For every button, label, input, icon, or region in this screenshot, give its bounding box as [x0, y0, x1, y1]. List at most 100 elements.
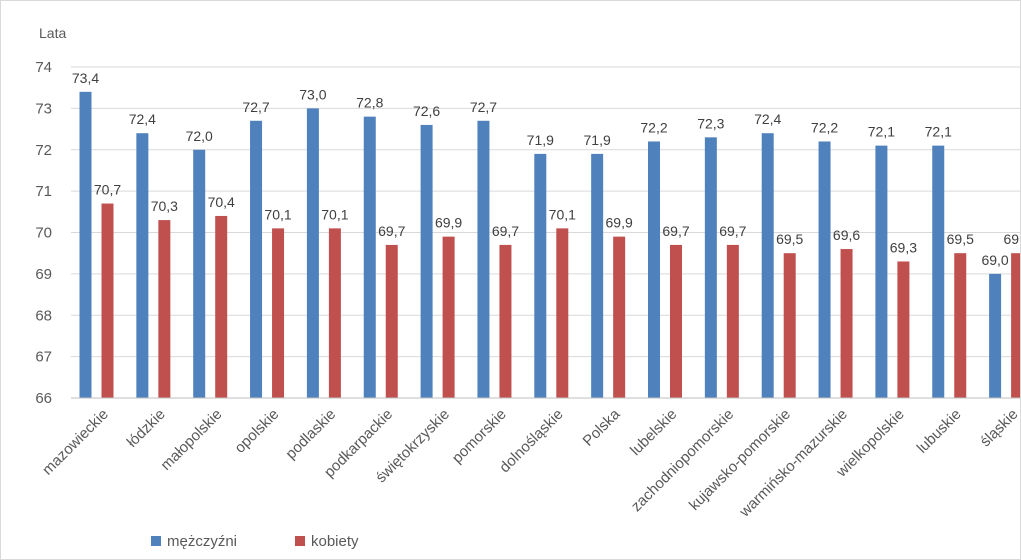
data-label: 72,0: [186, 128, 213, 144]
data-label: 69,5: [947, 231, 974, 247]
data-label: 69,7: [378, 223, 405, 239]
bar-women: [954, 253, 967, 398]
category-label: podlaskie: [282, 406, 339, 463]
data-label: 69,7: [719, 223, 746, 239]
bar-women: [897, 261, 910, 398]
bar-men: [932, 145, 945, 398]
bar-women: [442, 236, 455, 398]
data-label: 69,5: [776, 231, 803, 247]
legend: mężczyźni kobiety: [151, 533, 359, 550]
category-label: Polska: [580, 405, 624, 449]
bar-women: [613, 236, 626, 398]
bar-men: [420, 124, 433, 399]
category-label: kujawsko-pomorskie: [686, 406, 794, 514]
category-label: śląskie: [977, 406, 1021, 450]
bar-men: [875, 145, 888, 398]
y-tick-label: 66: [35, 390, 52, 407]
data-label: 70,7: [94, 182, 121, 198]
data-label: 69,7: [492, 223, 519, 239]
bar-men: [136, 133, 149, 398]
data-label: 72,1: [868, 124, 895, 140]
bar-men: [534, 153, 547, 398]
bar-men: [761, 133, 774, 398]
category-label: lubuskie: [914, 406, 965, 457]
data-label: 70,1: [321, 206, 348, 222]
data-labels: 73,4 70,7 72,4 70,3 72,0 70,4 72,7 70,1 73,0 70,1…: [72, 70, 1021, 268]
bar-women: [328, 228, 341, 398]
data-label: 72,4: [754, 111, 781, 127]
y-axis-unit-label: Lata: [39, 25, 66, 41]
bar-men: [306, 108, 319, 398]
data-label: 73,4: [72, 70, 99, 86]
y-tick-label: 74: [35, 59, 52, 76]
bar-women: [215, 215, 228, 398]
bars: [79, 91, 1020, 399]
category-label: warmińsko-mazurskie: [736, 406, 851, 521]
bar-men: [193, 149, 206, 398]
category-label: lubelskie: [627, 406, 680, 459]
bar-men: [250, 120, 263, 398]
legend-label: kobiety: [311, 533, 359, 550]
gridlines: [71, 66, 1020, 358]
data-label: 72,6: [413, 103, 440, 119]
category-label: opolskie: [231, 406, 282, 457]
data-label: 69,9: [435, 215, 462, 231]
bar-women: [101, 203, 114, 398]
bar-women: [726, 244, 739, 398]
data-label: 69,9: [606, 215, 633, 231]
bar-women: [840, 249, 853, 398]
data-label: 70,4: [208, 194, 235, 210]
category-label: małopolskie: [157, 406, 225, 474]
legend-swatch: [295, 536, 305, 546]
data-label: 72,1: [925, 124, 952, 140]
data-label: 69,0: [981, 252, 1008, 268]
data-label: 71,9: [527, 132, 554, 148]
bar-men: [989, 273, 1002, 398]
axes: Lata 66 67 68 69 70 71 72 73 74 mazowieckie łódzki…: [35, 25, 1021, 521]
bar-women: [385, 244, 398, 398]
y-tick-label: 68: [35, 307, 52, 324]
bar-men: [704, 137, 717, 398]
data-label: 69,7: [662, 223, 689, 239]
data-label: 69,6: [833, 227, 860, 243]
data-label: 72,2: [811, 119, 838, 135]
y-tick-label: 71: [35, 183, 52, 200]
data-label: 72,7: [242, 99, 269, 115]
bar-women: [158, 220, 171, 398]
data-label: 70,1: [549, 206, 576, 222]
y-tick-label: 73: [35, 100, 52, 117]
legend-item-women: kobiety: [295, 533, 359, 550]
bar-men: [648, 141, 660, 398]
category-label: pomorskie: [449, 406, 510, 467]
data-label: 70,3: [151, 198, 178, 214]
y-tick-label: 69: [35, 266, 52, 283]
data-label: 72,2: [640, 119, 667, 135]
bar-women: [556, 228, 569, 398]
data-label: 72,3: [697, 115, 724, 131]
data-label: 71,9: [584, 132, 611, 148]
category-label: mazowieckie: [39, 406, 112, 479]
legend-swatch: [151, 536, 161, 546]
data-label: 69,5: [1003, 231, 1021, 247]
y-tick-label: 67: [35, 349, 52, 366]
bar-men: [818, 141, 831, 398]
legend-item-men: mężczyźni: [151, 533, 237, 550]
bar-men: [363, 116, 376, 399]
data-label: 72,7: [470, 99, 497, 115]
category-label: łódzkie: [124, 406, 169, 451]
bar-women: [1011, 253, 1020, 398]
category-label: zachodniopomorskie: [628, 406, 737, 515]
bar-women: [783, 253, 796, 398]
y-tick-label: 72: [35, 142, 52, 159]
legend-label: mężczyźni: [167, 533, 237, 550]
bar-men: [477, 120, 490, 398]
y-tick-label: 70: [35, 225, 52, 242]
bar-women: [272, 228, 285, 398]
data-label: 72,8: [356, 95, 383, 111]
data-label: 73,0: [299, 86, 326, 102]
data-label: 69,3: [890, 239, 917, 255]
bar-women: [499, 244, 512, 398]
data-label: 72,4: [129, 111, 156, 127]
